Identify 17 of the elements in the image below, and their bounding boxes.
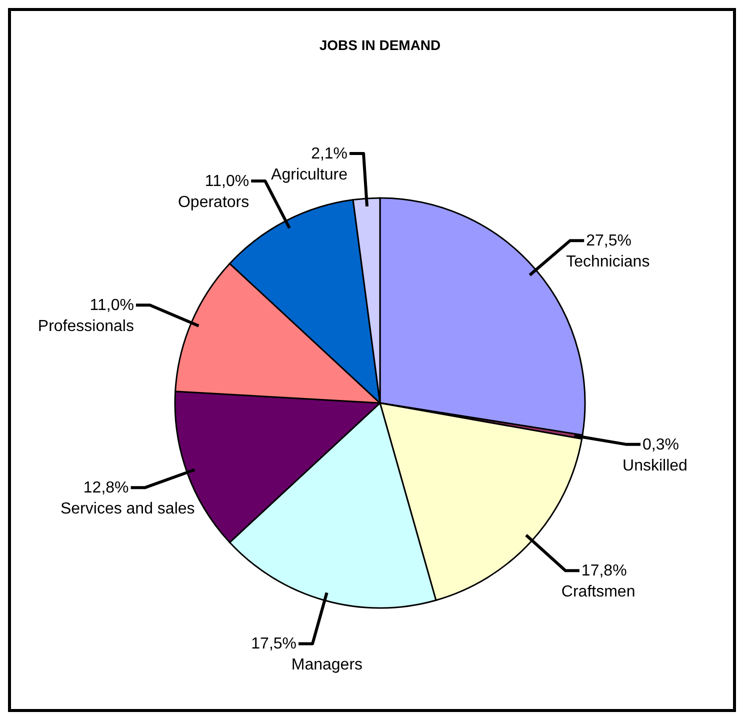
data-label: 12,8% xyxy=(83,480,129,497)
data-label: 0,3% xyxy=(642,436,680,454)
data-label: 11,0% xyxy=(90,297,134,314)
chart-title: JOBS IN DEMAND xyxy=(319,37,441,53)
slice-label: Operators xyxy=(178,194,250,211)
data-label: 27,5% xyxy=(586,232,632,250)
slice-label: Managers xyxy=(291,656,363,674)
slice-label: Professionals xyxy=(38,318,134,336)
slice-label: Agriculture xyxy=(271,166,348,184)
slice-label: Unskilled xyxy=(622,457,688,474)
slice-label: Technicians xyxy=(566,254,650,271)
slice-label: Services and sales xyxy=(60,500,195,518)
data-label: 17,5% xyxy=(251,636,297,653)
data-label: 2,1% xyxy=(311,146,348,163)
slice-label: Craftsmen xyxy=(561,584,636,601)
data-label: 17,8% xyxy=(581,562,627,580)
data-label: 11,0% xyxy=(204,172,250,190)
